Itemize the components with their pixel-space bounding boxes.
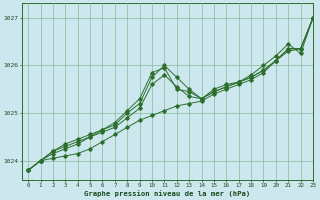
X-axis label: Graphe pression niveau de la mer (hPa): Graphe pression niveau de la mer (hPa) (84, 190, 251, 197)
